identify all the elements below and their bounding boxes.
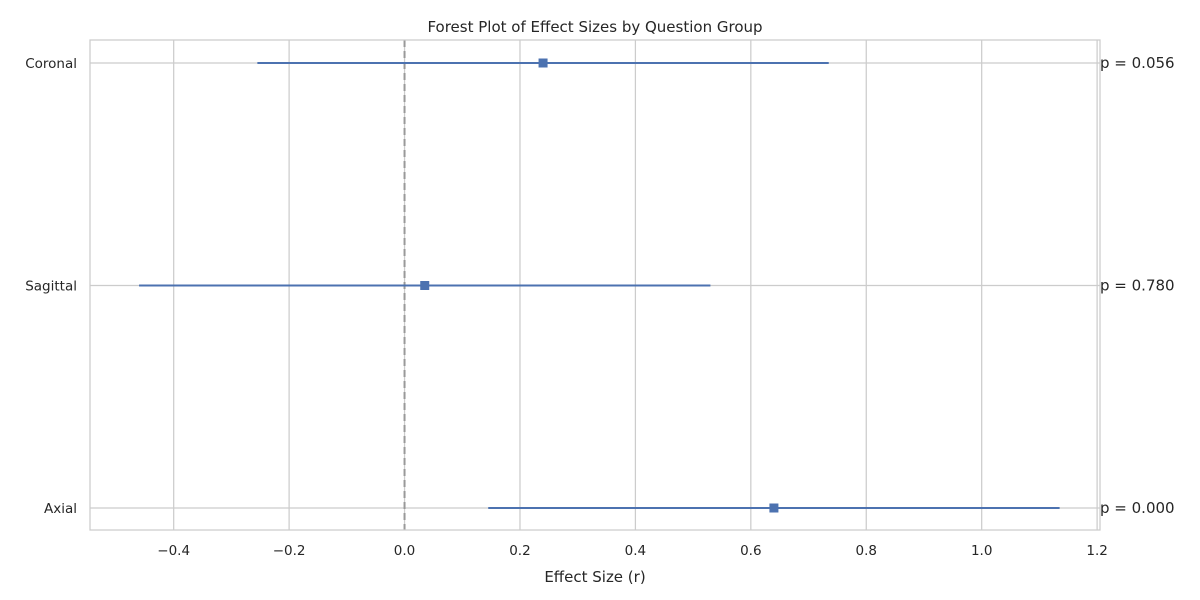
effect-marker (420, 281, 430, 290)
x-tick-label: 1.2 (1086, 543, 1107, 559)
x-axis-label: Effect Size (r) (544, 568, 645, 586)
p-value-label: p = 0.780 (1100, 277, 1175, 295)
x-tick-label: 0.8 (856, 543, 877, 559)
x-tick-label: 0.2 (509, 543, 530, 559)
x-axis-ticks: −0.4 −0.2 0.0 0.2 0.4 0.6 0.8 1.0 1.2 (157, 543, 1108, 559)
plot-marks: p = 0.056 p = 0.780 p = 0.000 (139, 54, 1175, 517)
x-tick-label: 0.6 (740, 543, 761, 559)
x-tick-label: −0.4 (157, 543, 190, 559)
x-tick-label: −0.2 (273, 543, 306, 559)
y-tick-label: Axial (44, 501, 77, 517)
x-tick-label: 1.0 (971, 543, 992, 559)
p-value-label: p = 0.000 (1100, 499, 1175, 517)
plot-frame (89, 39, 1101, 531)
y-tick-label: Coronal (25, 56, 77, 72)
x-tick-label: 0.4 (625, 543, 646, 559)
effect-marker (538, 58, 548, 68)
y-tick-label: Sagittal (25, 279, 77, 295)
chart-title: Forest Plot of Effect Sizes by Question … (427, 18, 762, 36)
y-axis-ticks: Coronal Sagittal Axial (25, 56, 77, 517)
x-tick-label: 0.0 (394, 543, 415, 559)
p-value-label: p = 0.056 (1100, 54, 1175, 72)
effect-marker (769, 503, 779, 513)
